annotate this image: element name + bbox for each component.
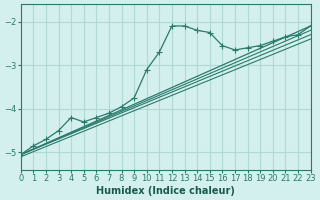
X-axis label: Humidex (Indice chaleur): Humidex (Indice chaleur) xyxy=(96,186,235,196)
